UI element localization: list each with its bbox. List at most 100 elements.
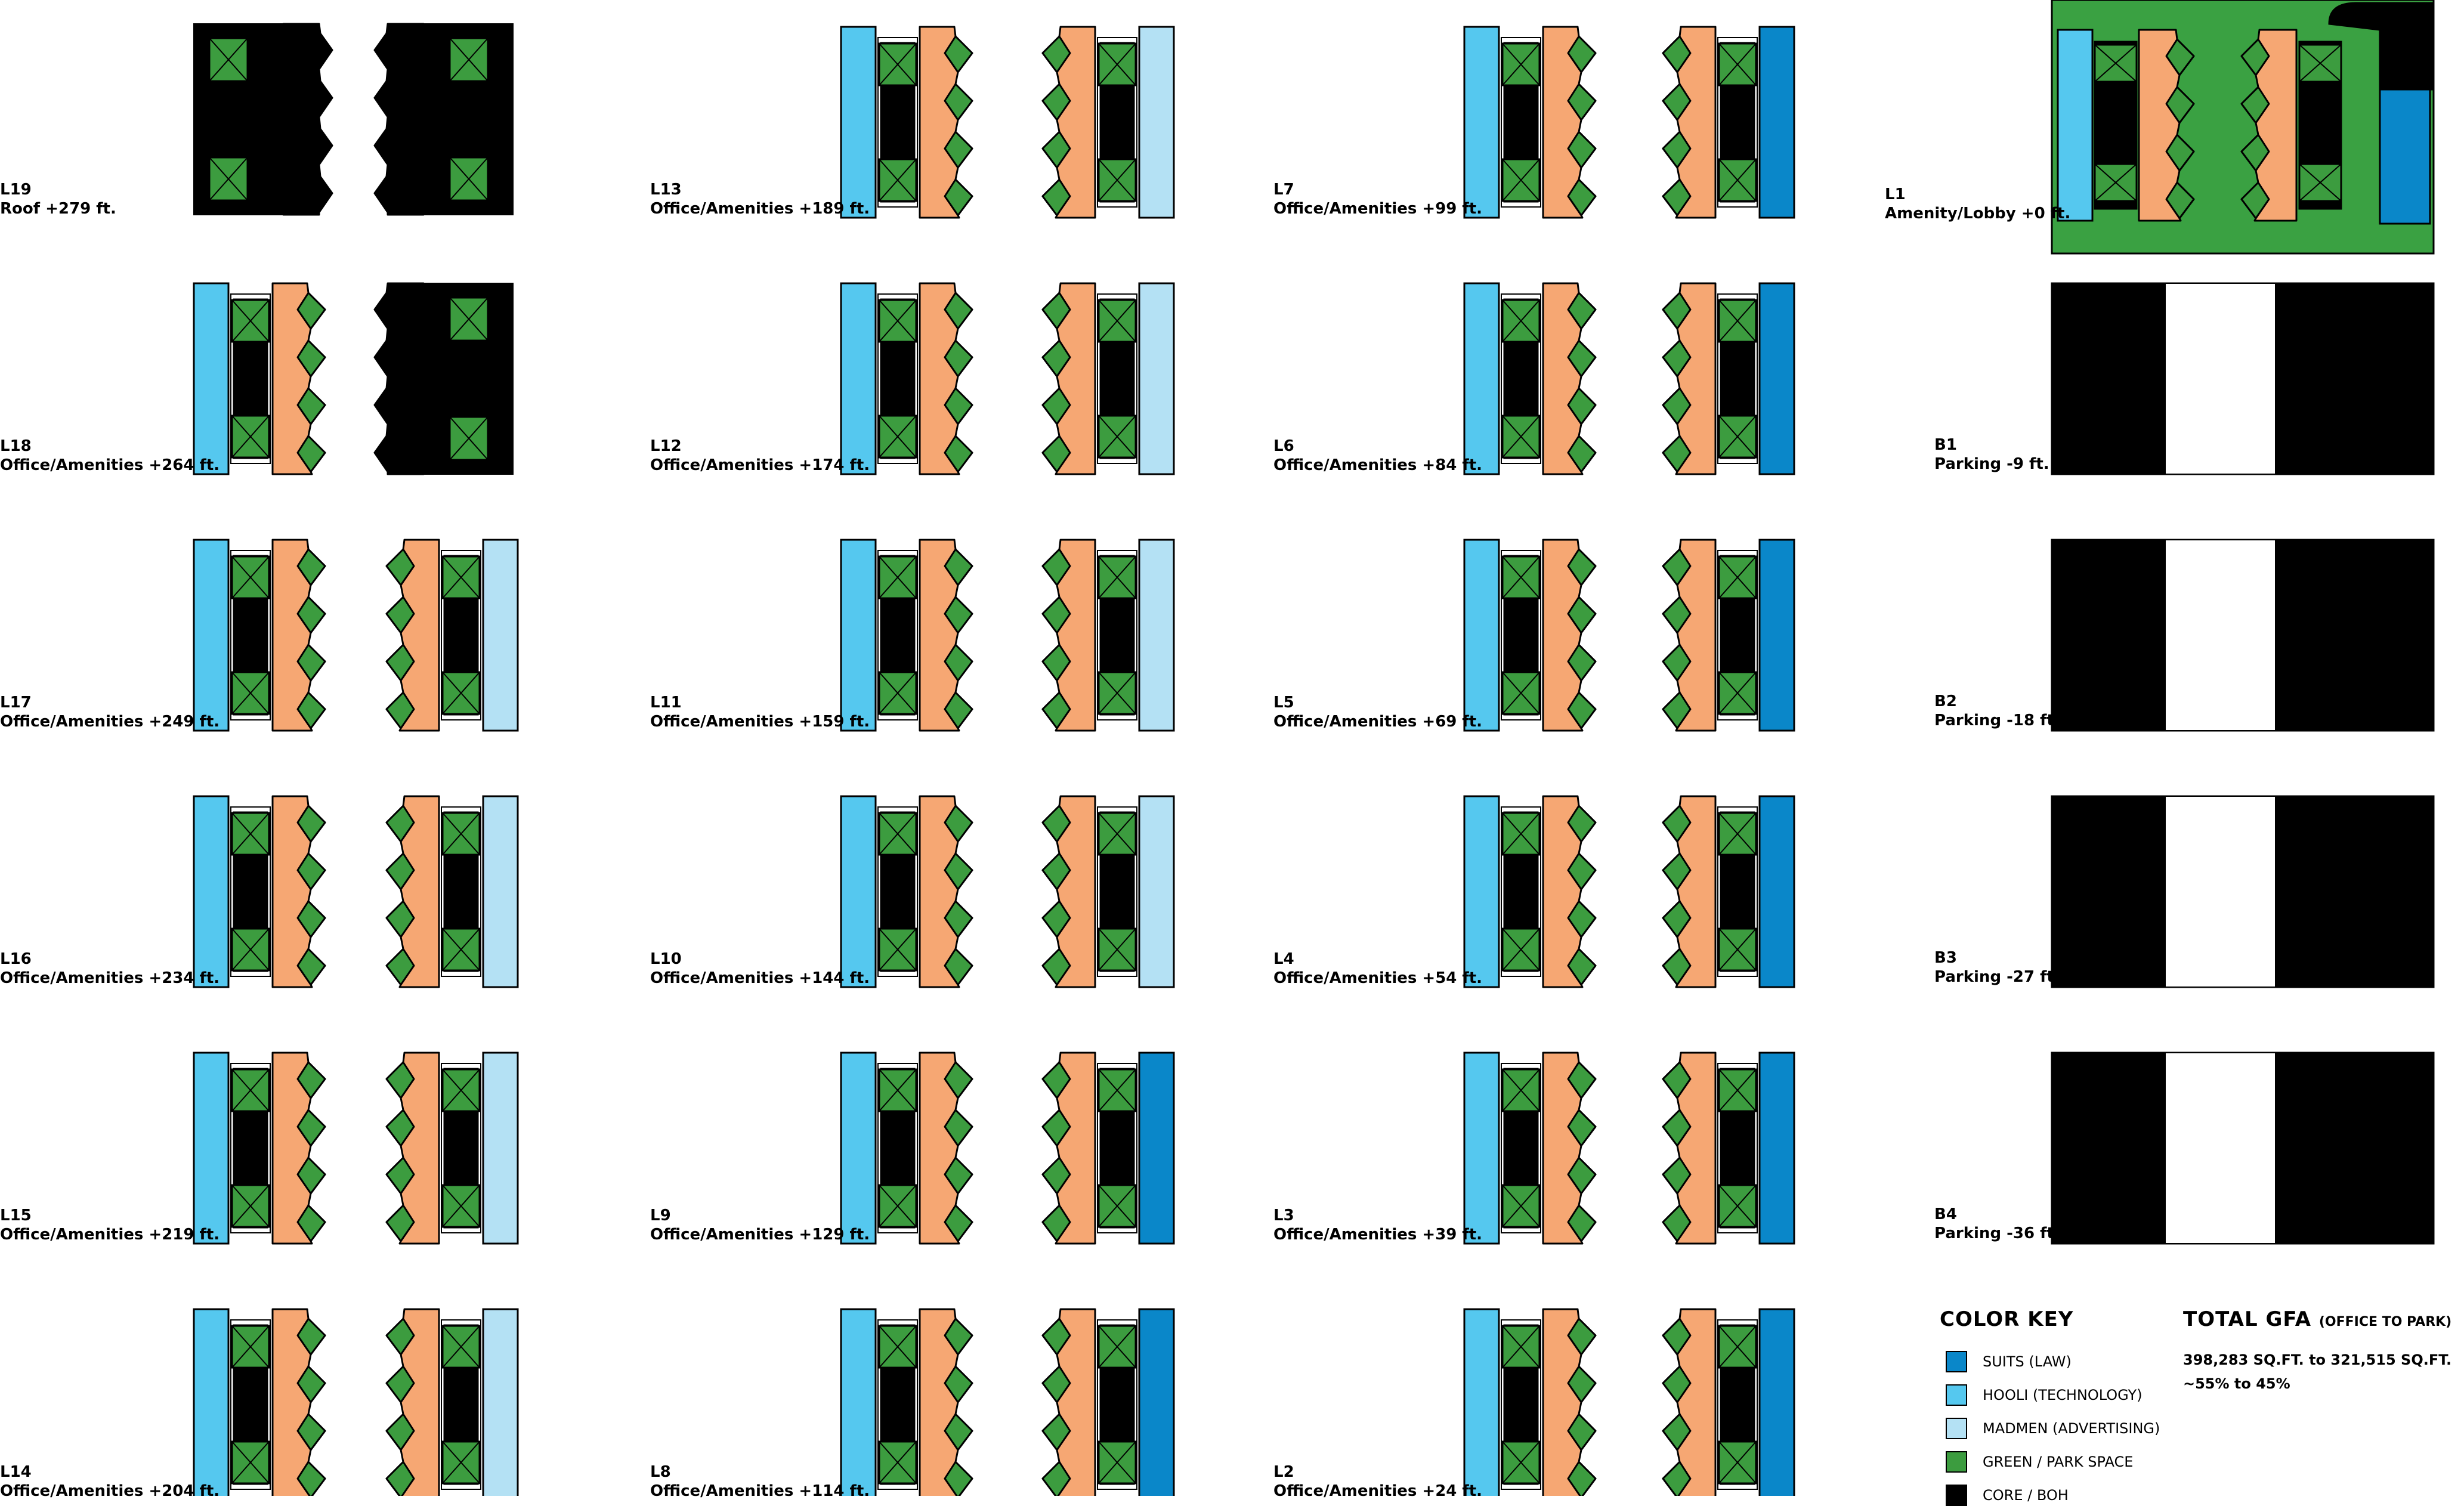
tenant-bar: [840, 26, 877, 219]
green-space-box: [1718, 1440, 1757, 1485]
floor-label-l5: L5 Office/Amenities +69 ft.: [1273, 693, 1482, 731]
green-space-box: [1501, 299, 1541, 343]
terrace-green: [944, 387, 973, 425]
terrace-green: [1662, 83, 1692, 121]
terrace-green: [944, 900, 973, 938]
floor-use: Office/Amenities +189 ft.: [650, 200, 870, 218]
green-space-box: [441, 671, 481, 715]
terrace-green: [296, 292, 326, 330]
terrace-green: [1567, 1156, 1597, 1195]
green-space-diagonal: [1718, 299, 1757, 342]
terrace-green: [1662, 644, 1692, 682]
floor-level: L19: [0, 181, 32, 199]
green-space-diagonal: [442, 1185, 480, 1227]
office-slab: [1041, 1052, 1096, 1245]
terrace-green: [1662, 1156, 1692, 1195]
terrace-green: [1041, 292, 1071, 330]
terrace-green: [296, 1365, 326, 1403]
green-space-diagonal: [231, 928, 270, 971]
ramp-void: [2165, 1052, 2276, 1244]
terrace-green: [1662, 292, 1692, 330]
office-slab: [2138, 29, 2195, 222]
green-space-box: [449, 37, 489, 82]
terrace-green: [1662, 1318, 1692, 1356]
green-space-diagonal: [1718, 1069, 1757, 1112]
terrace-green: [385, 1109, 415, 1147]
floor-plan-l1: [2051, 0, 2435, 255]
green-space-box: [1097, 927, 1137, 972]
green-space-diagonal: [442, 1325, 480, 1368]
green-space-diagonal: [1718, 43, 1757, 86]
floor-use: Parking -18 ft.: [1934, 712, 2060, 729]
floor-label-b1: B1 Parking -9 ft.: [1934, 435, 2049, 474]
green-space-box: [208, 37, 249, 82]
terrace-green: [385, 900, 415, 938]
tenant-bar: [1758, 539, 1795, 732]
floor-label-l14: L14 Office/Amenities +204 ft.: [0, 1462, 219, 1501]
total-gfa-subtitle: (OFFICE TO PARK): [2318, 1315, 2452, 1329]
office-slab: [1662, 26, 1717, 219]
roof-slab: [373, 23, 425, 216]
terrace-green: [296, 644, 326, 682]
green-space-box: [1501, 1184, 1541, 1228]
terrace-green: [1662, 948, 1692, 986]
terrace-green: [944, 1461, 973, 1496]
tenant-bar: [840, 1308, 877, 1496]
green-space-diagonal: [231, 1325, 270, 1368]
tenant-bar: [1463, 1308, 1500, 1496]
floor-use: Office/Amenities +129 ft.: [650, 1226, 870, 1244]
office-slab: [1041, 539, 1096, 732]
tenant-bar: [1138, 26, 1175, 219]
floor-use: Office/Amenities +144 ft.: [650, 969, 870, 987]
terrace-green: [1041, 83, 1071, 121]
terrace-green: [944, 548, 973, 586]
terrace-green: [2165, 181, 2195, 219]
terrace-green: [1041, 852, 1071, 890]
terrace-green: [296, 387, 326, 425]
green-space-diagonal: [442, 812, 480, 855]
floor-plan-b3: [2051, 795, 2435, 988]
floor-level: L13: [650, 181, 682, 199]
terrace-green: [385, 548, 415, 586]
floor-use: Parking -27 ft.: [1934, 968, 2060, 986]
floor-use: Office/Amenities +99 ft.: [1273, 200, 1483, 218]
floor-level: L12: [650, 437, 682, 455]
terrace-green: [1662, 805, 1692, 843]
green-space-diagonal: [1098, 43, 1136, 86]
terrace-green: [2165, 38, 2195, 76]
floor-plan-l2: [1463, 1308, 1795, 1496]
office-slab: [919, 1052, 973, 1245]
green-space-box: [1097, 1068, 1137, 1112]
green-space-box: [1501, 1068, 1541, 1112]
green-space-box: [231, 415, 270, 459]
terrace-green: [1662, 387, 1692, 425]
green-space-diagonal: [1502, 415, 1540, 458]
tenant-bar: [840, 1052, 877, 1245]
tenant-bar: [1138, 1308, 1175, 1496]
green-space-box: [878, 1325, 917, 1369]
terrace-green: [1567, 1109, 1597, 1147]
floor-label-l1: L1 Amenity/Lobby +0 ft.: [1885, 185, 2070, 223]
tenant-bar: [1758, 26, 1795, 219]
terrace-green: [944, 178, 973, 217]
terrace-green: [385, 1461, 415, 1496]
terrace-green: [944, 292, 973, 330]
green-space-box: [2298, 163, 2342, 202]
green-space-diagonal: [1718, 812, 1757, 855]
green-space-box: [1718, 555, 1757, 599]
terrace-green: [385, 691, 415, 729]
tenant-bar: [1463, 282, 1500, 475]
floor-label-l2: L2 Office/Amenities +24 ft.: [1273, 1462, 1482, 1501]
green-space-box: [449, 296, 489, 342]
tenant-bar: [1758, 795, 1795, 988]
terrace-green: [296, 596, 326, 634]
tenant-bar: [482, 795, 519, 988]
color-key-title: COLOR KEY: [1940, 1307, 2074, 1331]
floor-use: Office/Amenities +24 ft.: [1273, 1482, 1483, 1500]
green-space-box: [878, 299, 917, 343]
green-space-diagonal: [442, 928, 480, 971]
terrace-green: [296, 691, 326, 729]
terrace-green: [385, 805, 415, 843]
terrace-green: [1567, 596, 1597, 634]
green-space-diagonal: [1718, 928, 1757, 971]
